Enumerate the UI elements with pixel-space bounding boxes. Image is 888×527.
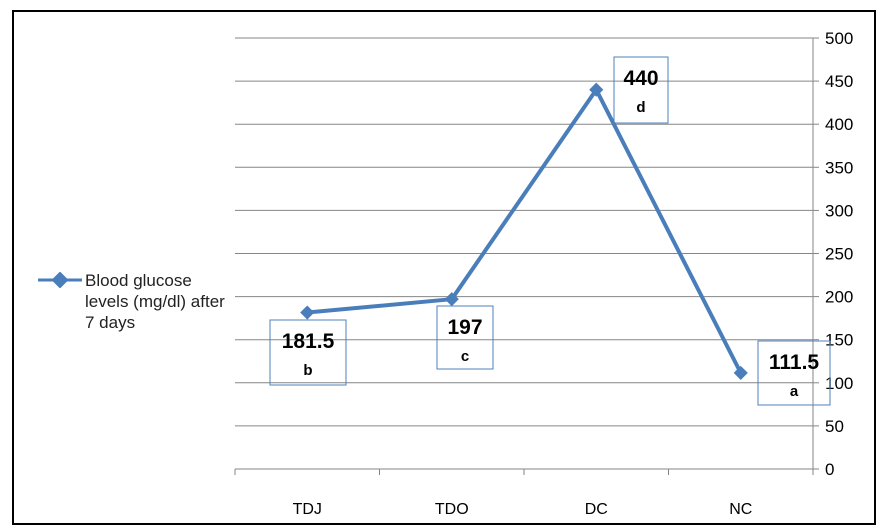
data-point-marker [589,82,604,97]
legend-label: Blood glucose levels (mg/dl) after 7 day… [85,271,225,332]
y-tick-label: 400 [825,115,853,134]
y-tick-label: 250 [825,245,853,264]
y-tick-label: 350 [825,158,853,177]
x-tick-label: TDO [435,501,469,518]
data-label: 197 [447,316,482,339]
y-tick-label: 200 [825,288,853,307]
y-tick-label: 50 [825,417,844,436]
data-label-box [269,319,347,386]
significance-letter: d [636,99,645,116]
data-label-box [613,56,669,124]
x-tick-label: NC [729,501,752,518]
x-tick-label: TDJ [293,501,322,518]
significance-letter: c [461,348,469,365]
y-tick-label: 300 [825,201,853,220]
data-label: 111.5 [769,351,820,374]
y-tick-label: 150 [825,331,853,350]
data-point-marker [300,305,315,320]
y-tick-label: 500 [825,29,853,48]
data-label-box [436,305,494,370]
significance-letter: b [303,362,312,379]
series-line [307,87,743,374]
data-label: 440 [623,67,658,90]
data-label-box [757,340,831,406]
data-label: 181.5 [282,330,335,353]
y-tick-label: 0 [825,460,834,479]
data-point-marker [733,365,748,380]
data-point-marker [444,292,459,307]
x-tick-label: DC [585,501,608,518]
significance-letter: a [790,383,799,400]
y-tick-label: 100 [825,374,853,393]
legend-marker-icon [38,272,82,288]
y-tick-label: 450 [825,72,853,91]
